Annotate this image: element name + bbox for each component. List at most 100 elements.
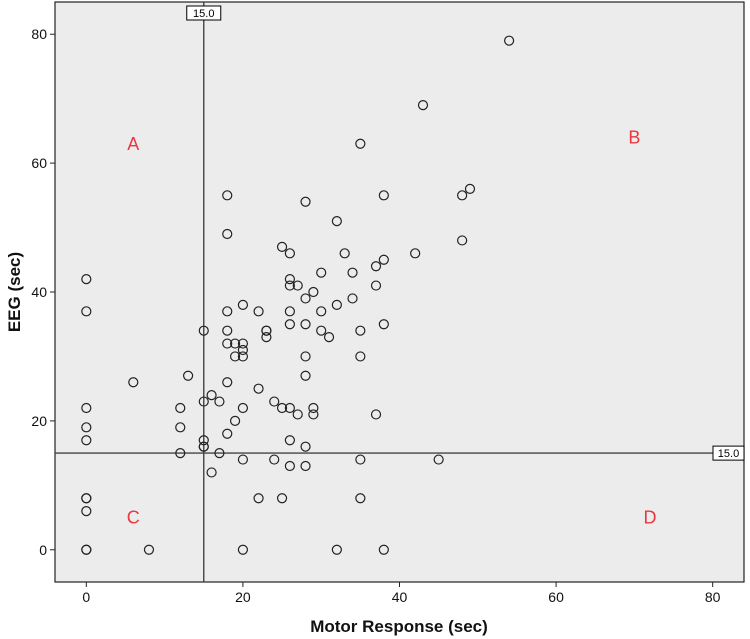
data-point (269, 396, 280, 407)
data-point (229, 338, 241, 349)
plot-area (54, 1, 745, 583)
data-point (222, 428, 233, 439)
data-point (284, 319, 295, 330)
data-point (464, 183, 476, 194)
data-point (284, 435, 295, 446)
data-point (229, 415, 241, 426)
data-point (276, 493, 288, 504)
data-point (276, 241, 288, 252)
data-point (222, 190, 233, 201)
data-point (128, 377, 139, 388)
quadrant-labels: A B C D (127, 127, 657, 527)
data-point (237, 351, 249, 362)
data-point (331, 299, 342, 310)
data-point (175, 422, 186, 433)
data-point (316, 267, 327, 278)
data-point (198, 435, 209, 446)
data-point (339, 248, 350, 259)
horizontal-reference-label-box (712, 445, 745, 461)
data-point (261, 332, 272, 343)
data-point (504, 35, 515, 46)
data-point (370, 261, 382, 272)
data-point (269, 454, 280, 465)
data-point (237, 344, 249, 356)
data-point (347, 293, 358, 304)
data-point (355, 325, 366, 336)
y-tick-label: 80 (31, 26, 47, 42)
data-point (81, 544, 92, 555)
x-tick-label: 60 (548, 589, 564, 605)
data-point (237, 544, 249, 555)
vertical-reference-label: 15.0 (193, 8, 214, 20)
data-point (433, 454, 444, 465)
data-point (331, 216, 342, 227)
data-point (237, 454, 249, 465)
data-point (222, 306, 233, 317)
data-point (378, 254, 389, 265)
data-point (143, 544, 155, 555)
data-point (370, 280, 382, 291)
quadrant-label-b: B (628, 127, 640, 147)
data-point (355, 493, 366, 504)
data-point (81, 402, 92, 414)
x-tick-label: 80 (705, 589, 721, 605)
data-point (323, 332, 335, 343)
y-tick-label: 0 (39, 542, 47, 558)
data-point (81, 274, 92, 285)
data-point (237, 299, 249, 310)
data-point (253, 306, 264, 317)
data-point (292, 409, 303, 420)
data-point (198, 441, 209, 452)
data-point (300, 441, 311, 452)
data-point (237, 402, 249, 414)
data-point (284, 248, 295, 259)
data-point (81, 306, 92, 317)
quadrant-label-d: D (644, 508, 657, 528)
data-point (222, 228, 233, 240)
data-point (316, 306, 327, 317)
x-tick-label: 40 (392, 589, 408, 605)
data-point (300, 351, 311, 362)
data-point (206, 390, 217, 401)
x-axis-ticks: 0 20 40 60 80 (82, 582, 721, 605)
data-point (284, 460, 295, 472)
data-point (229, 351, 241, 362)
data-point (378, 190, 389, 201)
data-point (417, 100, 429, 111)
quadrant-label-a: A (127, 134, 139, 154)
data-point (237, 338, 249, 349)
data-point (198, 325, 209, 336)
x-tick-label: 20 (235, 589, 251, 605)
data-point (355, 454, 366, 465)
data-point (206, 467, 217, 478)
data-point (308, 286, 319, 298)
data-point (198, 396, 209, 407)
data-point (308, 402, 319, 414)
data-point (183, 370, 194, 381)
data-point (253, 493, 264, 504)
data-point (378, 544, 389, 555)
y-axis-title: EEG (sec) (5, 252, 24, 332)
data-point (292, 280, 303, 291)
data-point (175, 448, 186, 459)
y-tick-label: 40 (31, 284, 47, 300)
data-point (370, 409, 382, 420)
data-point (355, 351, 366, 362)
data-point (300, 370, 311, 381)
data-point (222, 377, 233, 388)
data-point (214, 448, 225, 459)
data-point (81, 422, 92, 433)
data-point (222, 325, 233, 336)
y-tick-label: 60 (31, 155, 47, 171)
data-point (276, 402, 288, 414)
data-point (308, 409, 319, 420)
data-point (214, 396, 225, 407)
y-axis-ticks: 0 20 40 60 80 (31, 26, 55, 558)
data-point (300, 319, 311, 330)
data-point (175, 402, 186, 414)
data-point (457, 190, 468, 201)
data-point (81, 435, 92, 446)
x-axis-title: Motor Response (sec) (310, 617, 488, 636)
data-point (378, 319, 389, 330)
